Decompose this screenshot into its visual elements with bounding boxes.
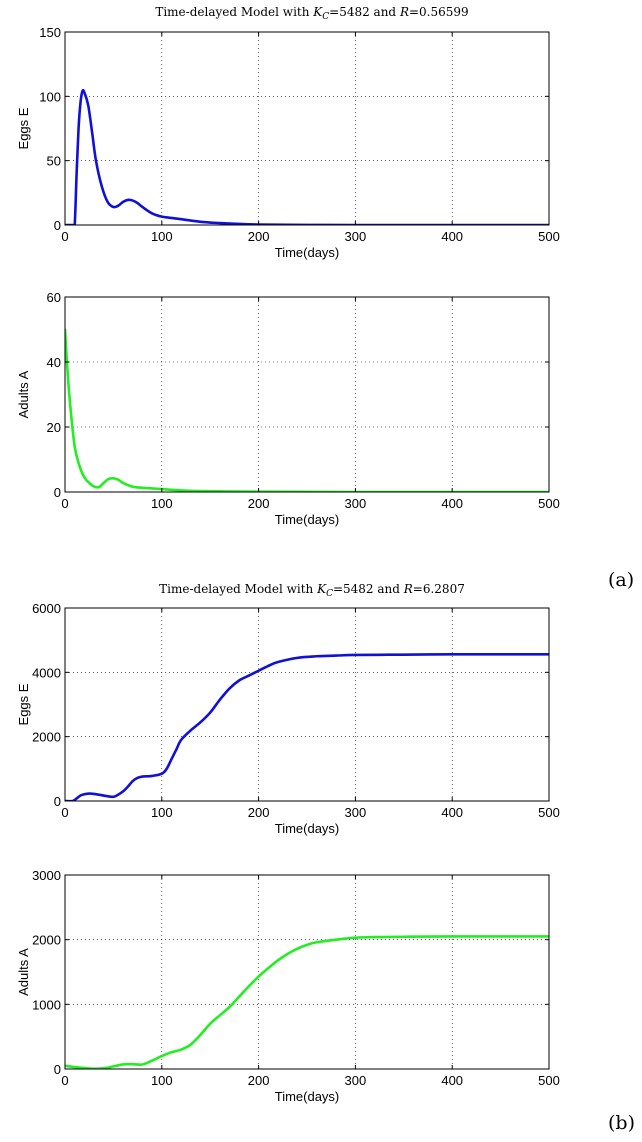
adults-plot-b: 0 100 200 300 400 500 0 1000 2000 3000 Time(days) A… [16,868,560,1104]
x-tick-label: 400 [441,496,463,511]
x-tick-label: 500 [538,229,560,244]
x-tick-label: 400 [441,1073,463,1088]
x-tick-label: 100 [151,229,173,244]
y-tick-label: 3000 [32,868,61,883]
x-tick-label: 100 [151,805,173,820]
plot-frame [64,874,550,1070]
x-tick-label: 0 [61,1073,68,1088]
y-tick-label: 50 [47,154,61,169]
x-tick-label: 300 [345,1073,367,1088]
y-tick-label: 6000 [32,601,61,616]
x-tick-label: 100 [151,1073,173,1088]
x-tick-label: 500 [538,496,560,511]
y-axis-label: Eggs E [16,107,31,149]
y-tick-label: 60 [47,290,61,305]
y-tick-label: 100 [39,89,61,104]
x-tick-label: 0 [61,496,68,511]
svg-text:Time-delayed Model with KC=548: Time-delayed Model with KC=5482 and R=6.… [159,582,465,599]
x-tick-label: 300 [345,229,367,244]
eggs-plot-a: 0 100 200 300 400 500 0 50 100 150 Time(days) Eggs … [16,25,560,260]
plot-frame [64,607,550,802]
plot-frame [64,31,550,226]
x-tick-label: 200 [248,1073,270,1088]
x-axis-label: Time(days) [275,245,340,260]
chart-title-b: Time-delayed Model with KC=5482 and R=6.… [159,582,465,599]
plot-frame [64,296,550,493]
x-tick-label: 400 [441,229,463,244]
y-tick-label: 0 [54,485,61,500]
x-axis-label: Time(days) [275,1089,340,1104]
x-tick-label: 300 [345,805,367,820]
y-tick-label: 4000 [32,665,61,680]
x-tick-label: 100 [151,496,173,511]
adults-series-line [65,328,549,492]
x-tick-label: 200 [248,496,270,511]
y-axis-label: Adults A [16,948,31,996]
x-tick-label: 300 [345,496,367,511]
eggs-plot-b: 0 100 200 300 400 500 0 2000 4000 6000 Time(days) E… [16,601,560,836]
panel-label-a: (a) [608,569,634,591]
y-tick-label: 0 [54,794,61,809]
adults-series-line [65,935,549,1069]
y-tick-label: 20 [47,420,61,435]
x-axis-label: Time(days) [275,821,340,836]
x-tick-label: 400 [441,805,463,820]
x-axis-label: Time(days) [275,512,340,527]
x-tick-label: 200 [248,229,270,244]
y-tick-label: 0 [54,1062,61,1077]
y-tick-label: 2000 [32,730,61,745]
y-tick-label: 150 [39,25,61,40]
panel-label-b: (b) [608,1112,635,1134]
x-tick-label: 0 [61,229,68,244]
y-tick-label: 0 [54,218,61,233]
y-tick-label: 2000 [32,933,61,948]
adults-plot-a: 0 100 200 300 400 500 0 20 40 60 Time(days) Adults … [16,290,560,527]
svg-text:Time-delayed Model with KC=548: Time-delayed Model with KC=5482 and R=0.… [155,5,468,22]
y-tick-label: 1000 [32,997,61,1012]
y-axis-label: Eggs E [16,683,31,725]
eggs-series-line [65,652,549,801]
chart-title-a: Time-delayed Model with KC=5482 and R=0.… [155,5,468,22]
x-tick-label: 0 [61,805,68,820]
x-tick-label: 500 [538,805,560,820]
eggs-series-line [65,88,549,225]
x-tick-label: 500 [538,1073,560,1088]
y-tick-label: 40 [47,355,61,370]
x-tick-label: 200 [248,805,270,820]
y-axis-label: Adults A [16,370,31,418]
